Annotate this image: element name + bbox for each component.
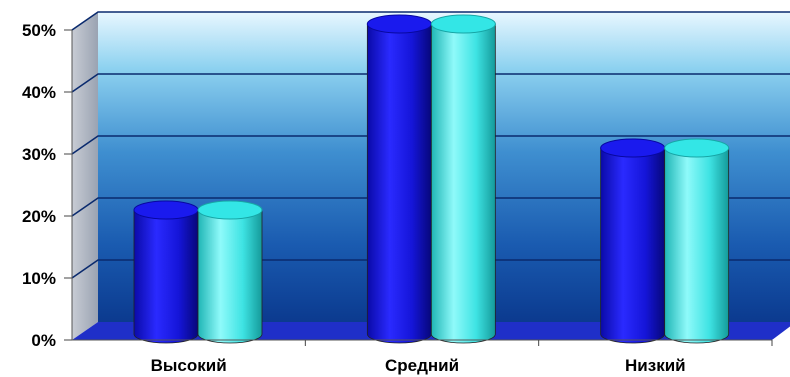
x-tick-label: Низкий <box>625 356 686 375</box>
bar-body <box>430 23 496 344</box>
gridline <box>71 11 790 31</box>
gridline <box>71 135 790 155</box>
bar-body <box>664 147 730 344</box>
bar <box>366 14 432 344</box>
x-tick-label: Средний <box>385 356 459 375</box>
bar <box>197 200 263 344</box>
bar-top <box>366 14 432 34</box>
x-tick-label: Высокий <box>151 356 227 375</box>
bar <box>664 138 730 344</box>
y-tick-label: 30% <box>22 145 56 164</box>
gridline <box>71 197 790 217</box>
bar <box>600 138 666 344</box>
bar-body <box>133 209 199 344</box>
bar-top <box>600 138 666 158</box>
y-tick-label: 20% <box>22 207 56 226</box>
y-tick-label: 50% <box>22 21 56 40</box>
bar-top <box>133 200 199 220</box>
bar-body <box>366 23 432 344</box>
bar-body <box>197 209 263 344</box>
bars <box>133 14 730 344</box>
side-wall <box>72 12 98 340</box>
bar <box>133 200 199 344</box>
y-tick-label: 10% <box>22 269 56 288</box>
gridline <box>71 73 790 93</box>
bar-top <box>430 14 496 34</box>
gridlines <box>71 11 790 279</box>
bar-body <box>600 147 666 344</box>
bar-top <box>664 138 730 158</box>
axes: 0% 10% 20% 30% 40% 50% Высокий Средний Низкий <box>22 21 773 375</box>
bar <box>430 14 496 344</box>
bar-top <box>197 200 263 220</box>
y-tick-label: 0% <box>31 331 56 350</box>
gridline <box>71 259 790 279</box>
y-tick-label: 40% <box>22 83 56 102</box>
